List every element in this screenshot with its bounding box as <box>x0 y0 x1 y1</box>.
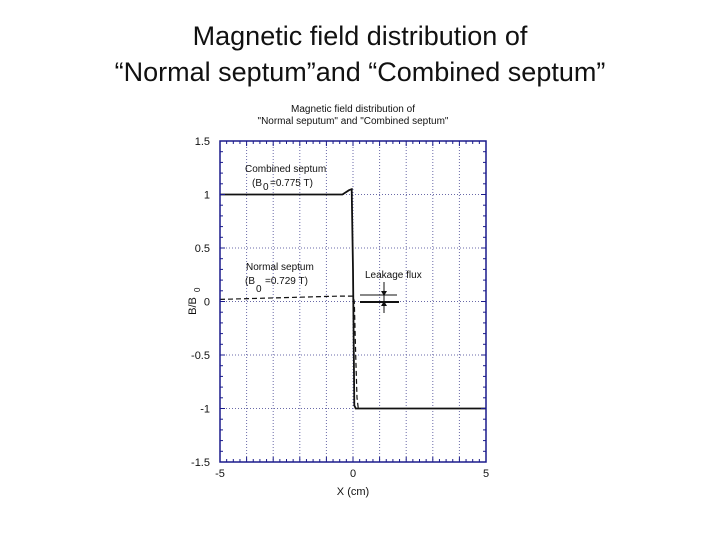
normal-b0-pre: (B <box>245 276 255 287</box>
y-tick-label: 0.5 <box>195 243 210 255</box>
y-tick-label: -1.5 <box>191 457 210 469</box>
combined-b0-pre: (B <box>252 178 262 189</box>
ticks: -5 0 5 -1.5 -1 -0.5 0 0.5 1 1.5 <box>191 136 489 480</box>
y-axis-label: B/B <box>187 297 199 315</box>
combined-b0-sub: 0 <box>263 182 269 193</box>
x-tick-label: -5 <box>215 468 225 480</box>
normal-label: Normal septum <box>246 262 314 273</box>
leakage-flux-marker <box>360 282 399 313</box>
series-line-combined-septum <box>220 187 486 410</box>
slide-title-line2: “Normal septum”and “Combined septum” <box>114 57 606 87</box>
x-axis-label: X (cm) <box>337 486 369 498</box>
y-tick-label: -1 <box>200 404 210 416</box>
x-tick-label: 0 <box>350 468 356 480</box>
y-tick-label: 1.5 <box>195 136 210 148</box>
y-tick-label: -0.5 <box>191 350 210 362</box>
combined-label: Combined septum <box>245 164 326 175</box>
series-group <box>219 187 486 410</box>
chart-title-line1: Magnetic field distribution of <box>291 104 415 115</box>
slide-title-line1: Magnetic field distribution of <box>192 21 528 51</box>
y-tick-label: 0 <box>204 297 210 309</box>
y-axis-label-group: B/B 0 <box>187 287 202 315</box>
x-tick-label: 5 <box>483 468 489 480</box>
leakage-flux-label: Leakage flux <box>365 270 422 281</box>
normal-b0-sub: 0 <box>256 284 262 295</box>
y-tick-label: 1 <box>204 190 210 202</box>
y-axis-label-sub: 0 <box>193 287 202 292</box>
normal-b0-value: =0.729 T) <box>265 276 308 287</box>
slide-title: Magnetic field distribution of “Normal s… <box>0 18 720 90</box>
series-line-normal-septum <box>219 295 359 409</box>
combined-b0-value: =0.775 T) <box>270 178 313 189</box>
chart-title-line2: "Normal seputum" and "Combined septum" <box>258 116 449 127</box>
